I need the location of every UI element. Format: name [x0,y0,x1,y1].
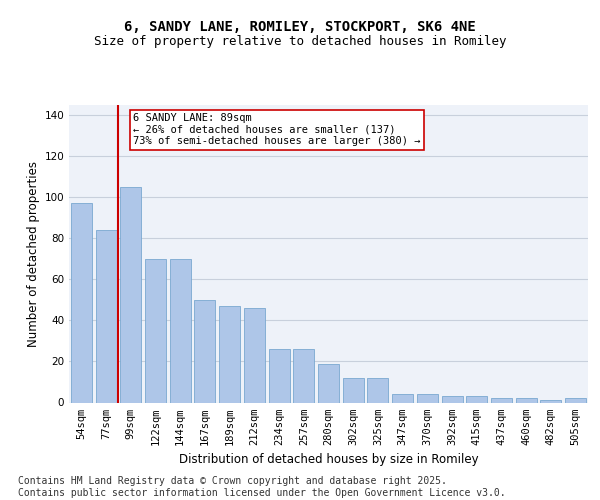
Bar [541,400,562,402]
Text: 6, SANDY LANE, ROMILEY, STOCKPORT, SK6 4NE: 6, SANDY LANE, ROMILEY, STOCKPORT, SK6 4… [124,20,476,34]
Bar [491,398,512,402]
Bar [95,230,116,402]
X-axis label: Distribution of detached houses by size in Romiley: Distribution of detached houses by size … [179,453,478,466]
Text: Size of property relative to detached houses in Romiley: Size of property relative to detached ho… [94,35,506,48]
Bar [120,187,141,402]
Text: 6 SANDY LANE: 89sqm
← 26% of detached houses are smaller (137)
73% of semi-detac: 6 SANDY LANE: 89sqm ← 26% of detached ho… [133,113,421,146]
Bar [244,308,265,402]
Bar [565,398,586,402]
Bar [516,398,537,402]
Bar [442,396,463,402]
Bar [466,396,487,402]
Text: Contains HM Land Registry data © Crown copyright and database right 2025.
Contai: Contains HM Land Registry data © Crown c… [18,476,506,498]
Bar [145,259,166,402]
Bar [71,204,92,402]
Bar [293,349,314,403]
Bar [219,306,240,402]
Bar [417,394,438,402]
Bar [269,349,290,403]
Bar [343,378,364,402]
Bar [318,364,339,403]
Bar [194,300,215,402]
Y-axis label: Number of detached properties: Number of detached properties [27,161,40,347]
Bar [367,378,388,402]
Bar [392,394,413,402]
Bar [170,259,191,402]
